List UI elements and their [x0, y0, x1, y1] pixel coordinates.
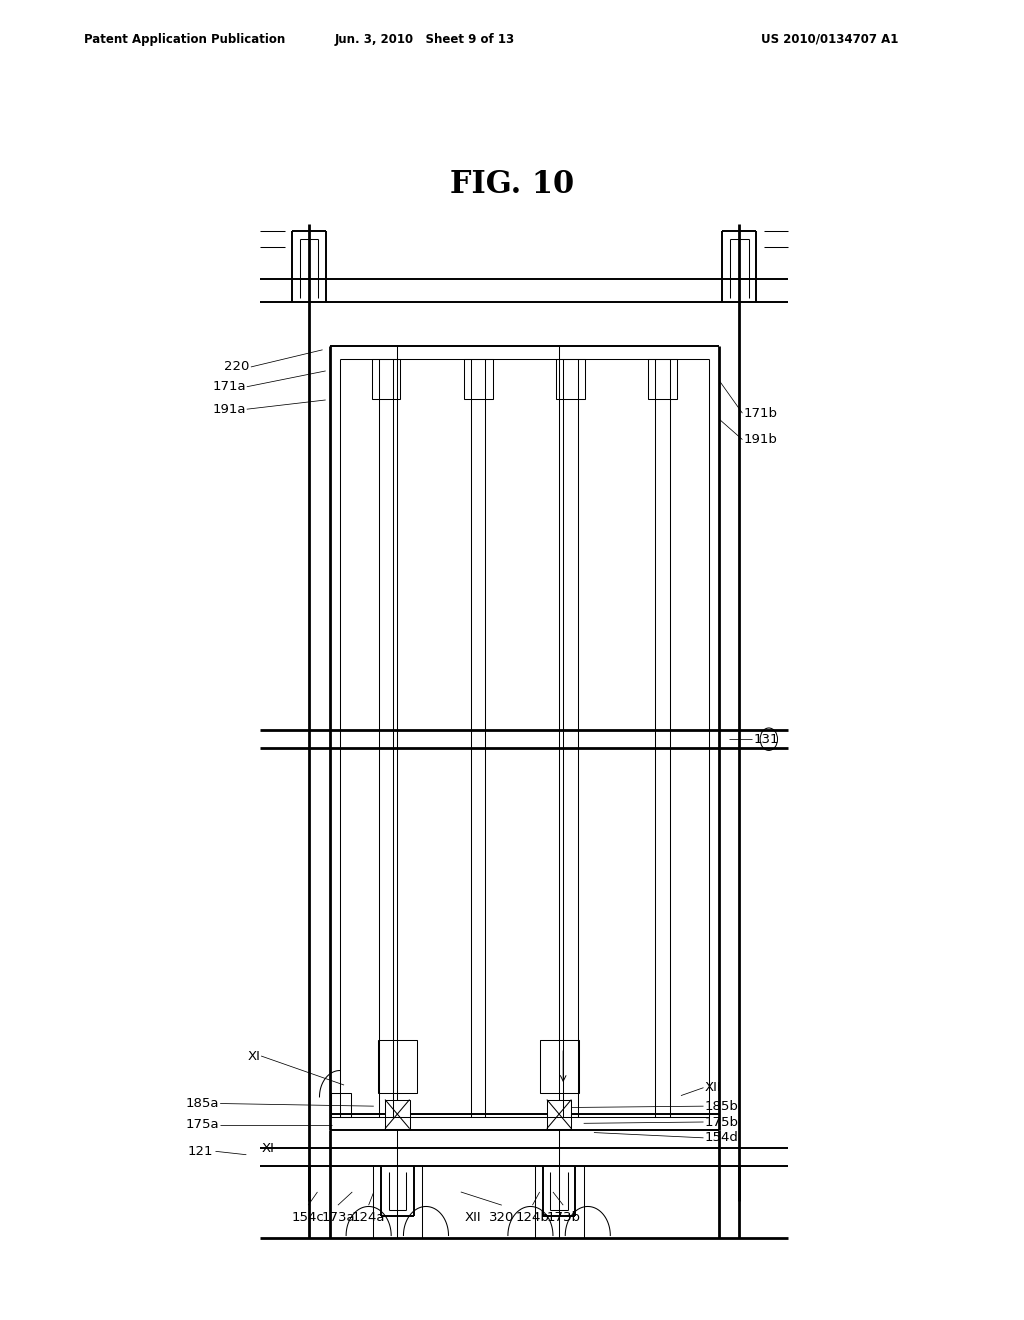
Text: 121: 121 [187, 1144, 213, 1158]
Text: 154d: 154d [705, 1131, 738, 1144]
Text: 154c: 154c [292, 1210, 325, 1224]
Text: XI: XI [247, 1049, 260, 1063]
Bar [372, 359, 400, 399]
Text: 320: 320 [489, 1210, 514, 1224]
Bar [648, 359, 677, 399]
Text: 124b: 124b [515, 1210, 550, 1224]
Text: XII: XII [465, 1210, 481, 1224]
Text: 185b: 185b [705, 1100, 738, 1113]
Text: 171b: 171b [743, 407, 777, 420]
Text: 171a: 171a [212, 380, 246, 393]
Text: Patent Application Publication: Patent Application Publication [84, 33, 286, 46]
Text: 191a: 191a [212, 403, 246, 416]
Bar [378, 1040, 417, 1093]
Text: XI: XI [261, 1142, 274, 1155]
Bar [547, 1100, 571, 1129]
Text: US 2010/0134707 A1: US 2010/0134707 A1 [761, 33, 898, 46]
Text: 173b: 173b [546, 1210, 581, 1224]
Bar [556, 359, 585, 399]
Text: XII: XII [705, 1081, 721, 1094]
Text: 131: 131 [754, 733, 779, 746]
Text: Jun. 3, 2010   Sheet 9 of 13: Jun. 3, 2010 Sheet 9 of 13 [335, 33, 515, 46]
Bar [540, 1040, 579, 1093]
Text: 175a: 175a [185, 1118, 219, 1131]
Text: 220: 220 [224, 360, 250, 374]
Bar [385, 1100, 410, 1129]
Text: 124a: 124a [352, 1210, 385, 1224]
Text: 185a: 185a [185, 1097, 219, 1110]
Bar [464, 359, 493, 399]
Bar [331, 1093, 351, 1117]
Text: FIG. 10: FIG. 10 [450, 169, 574, 199]
Text: 175b: 175b [705, 1115, 738, 1129]
Text: 173a: 173a [322, 1210, 354, 1224]
Text: 191b: 191b [743, 433, 777, 446]
